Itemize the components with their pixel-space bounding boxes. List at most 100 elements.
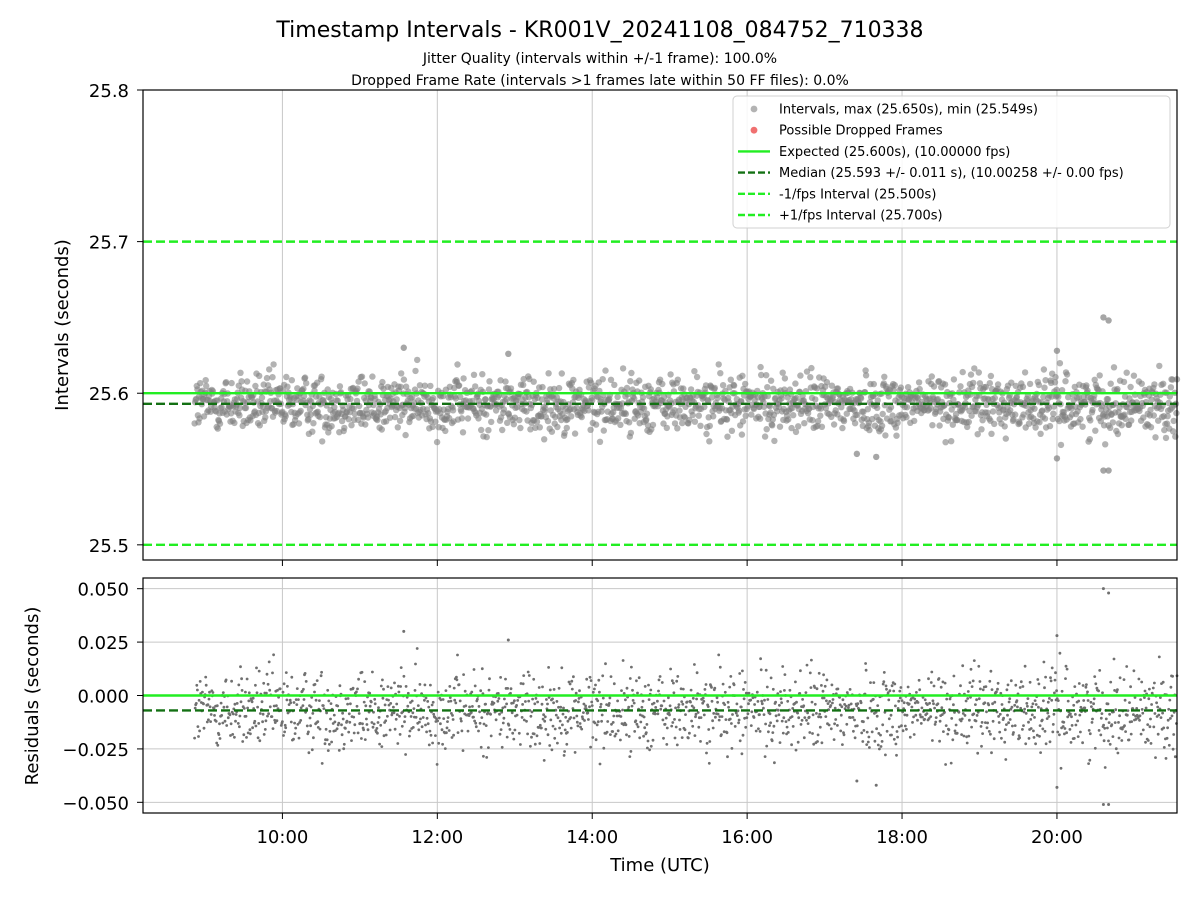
residual-point xyxy=(695,697,698,701)
residual-point xyxy=(425,716,429,720)
residual-point xyxy=(832,738,836,741)
interval-point xyxy=(416,382,424,389)
residual-point xyxy=(805,718,808,722)
residual-point xyxy=(723,703,727,706)
residual-point xyxy=(940,706,944,710)
interval-outlier-point xyxy=(1053,347,1061,354)
residual-point xyxy=(651,738,655,742)
residual-point xyxy=(472,715,475,719)
residual-point xyxy=(223,719,227,723)
residual-point xyxy=(1050,666,1054,670)
interval-point xyxy=(433,438,441,446)
residual-point xyxy=(1022,710,1026,714)
x-tick-label: 20:00 xyxy=(1031,827,1083,848)
residual-point xyxy=(522,718,526,722)
residual-point xyxy=(577,697,581,700)
interval-point xyxy=(948,438,955,445)
residual-point xyxy=(257,722,261,725)
residual-point xyxy=(827,723,831,727)
residual-point xyxy=(612,682,616,686)
residual-point xyxy=(638,736,642,740)
residual-point xyxy=(1124,730,1127,733)
residual-point xyxy=(866,740,870,744)
interval-point xyxy=(622,410,630,418)
interval-point xyxy=(728,427,736,434)
residual-point xyxy=(1104,717,1108,721)
residual-point xyxy=(599,705,602,709)
residual-point xyxy=(265,672,269,676)
residual-point xyxy=(486,711,490,715)
residual-point xyxy=(680,700,684,703)
residual-point xyxy=(988,679,992,683)
interval-point xyxy=(1147,424,1155,431)
interval-point xyxy=(986,380,993,387)
interval-point xyxy=(689,411,696,419)
residual-point xyxy=(1098,669,1102,672)
residual-point xyxy=(743,716,746,720)
residual-point xyxy=(669,667,672,671)
residual-point xyxy=(996,687,999,691)
residual-point xyxy=(450,736,454,739)
residual-point xyxy=(413,689,417,692)
interval-point xyxy=(318,373,325,380)
residual-point xyxy=(1118,714,1121,718)
residual-point xyxy=(729,675,733,678)
residual-point xyxy=(303,672,307,675)
residual-point xyxy=(1010,705,1014,709)
residual-point xyxy=(1102,723,1105,727)
residual-point xyxy=(647,698,651,701)
residual-point xyxy=(478,721,482,725)
residual-point xyxy=(395,702,399,706)
interval-point xyxy=(497,377,504,384)
residual-point xyxy=(219,701,223,705)
interval-point xyxy=(1120,378,1128,386)
residual-point xyxy=(615,714,619,718)
residual-point xyxy=(601,696,605,700)
interval-point xyxy=(350,405,357,412)
interval-point xyxy=(640,405,648,412)
residual-point xyxy=(384,733,388,737)
residual-point xyxy=(711,719,714,723)
residual-point xyxy=(959,719,963,723)
residual-point xyxy=(747,702,750,706)
interval-point xyxy=(449,407,457,414)
residual-point xyxy=(1018,686,1022,689)
residual-point xyxy=(1024,742,1028,746)
residual-point xyxy=(607,704,611,707)
residual-point xyxy=(656,712,660,716)
residual-point xyxy=(954,723,958,727)
residual-point xyxy=(1074,713,1077,716)
interval-point xyxy=(989,408,997,415)
residual-point xyxy=(1146,739,1150,742)
x-tick-label: 10:00 xyxy=(256,827,308,848)
residual-point xyxy=(257,669,261,673)
interval-point xyxy=(878,422,886,429)
residual-point xyxy=(321,704,325,707)
interval-point xyxy=(228,379,235,387)
residual-point xyxy=(424,723,427,727)
interval-point xyxy=(1118,422,1126,429)
interval-point xyxy=(1161,426,1168,434)
interval-point xyxy=(970,379,977,387)
interval-point xyxy=(409,393,416,401)
residual-point xyxy=(547,696,551,699)
interval-point xyxy=(1046,422,1054,430)
residual-point xyxy=(643,726,647,730)
residual-point xyxy=(1115,690,1119,694)
residual-point xyxy=(588,705,591,709)
residual-point xyxy=(436,690,440,694)
residual-point xyxy=(238,725,241,729)
interval-point xyxy=(903,404,911,411)
residual-point xyxy=(910,705,914,709)
residual-point xyxy=(984,685,988,688)
residual-point xyxy=(298,721,301,724)
residual-point xyxy=(806,722,810,725)
residual-point xyxy=(371,725,375,729)
residual-point xyxy=(333,720,337,724)
interval-point xyxy=(397,383,404,390)
residual-point xyxy=(1090,705,1093,708)
residual-point xyxy=(403,715,407,718)
residual-point xyxy=(1167,743,1171,747)
residual-outlier-point xyxy=(1055,634,1059,638)
residual-point xyxy=(895,753,898,757)
